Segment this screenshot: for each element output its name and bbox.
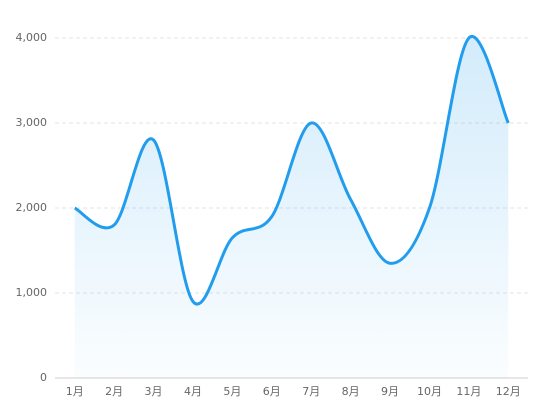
x-tick-label: 9月 (381, 385, 399, 398)
x-tick-label: 4月 (184, 385, 202, 398)
x-tick-label: 10月 (417, 385, 442, 398)
area (74, 36, 509, 378)
x-tick-label: 1月 (66, 385, 84, 398)
x-tick-label: 5月 (223, 385, 241, 398)
x-tick-label: 12月 (496, 385, 521, 398)
y-tick-label: 3,000 (16, 116, 48, 129)
x-tick-label: 8月 (342, 385, 360, 398)
x-tick-label: 3月 (145, 385, 163, 398)
y-tick-label: 2,000 (16, 201, 48, 214)
x-tick-label: 2月 (105, 385, 123, 398)
x-tick-label: 6月 (263, 385, 281, 398)
x-tick-label: 11月 (456, 385, 481, 398)
y-tick-label: 1,000 (16, 286, 48, 299)
x-tick-label: 7月 (302, 385, 320, 398)
y-tick-label: 4,000 (16, 31, 48, 44)
y-tick-label: 0 (40, 371, 47, 384)
line (73, 34, 510, 306)
